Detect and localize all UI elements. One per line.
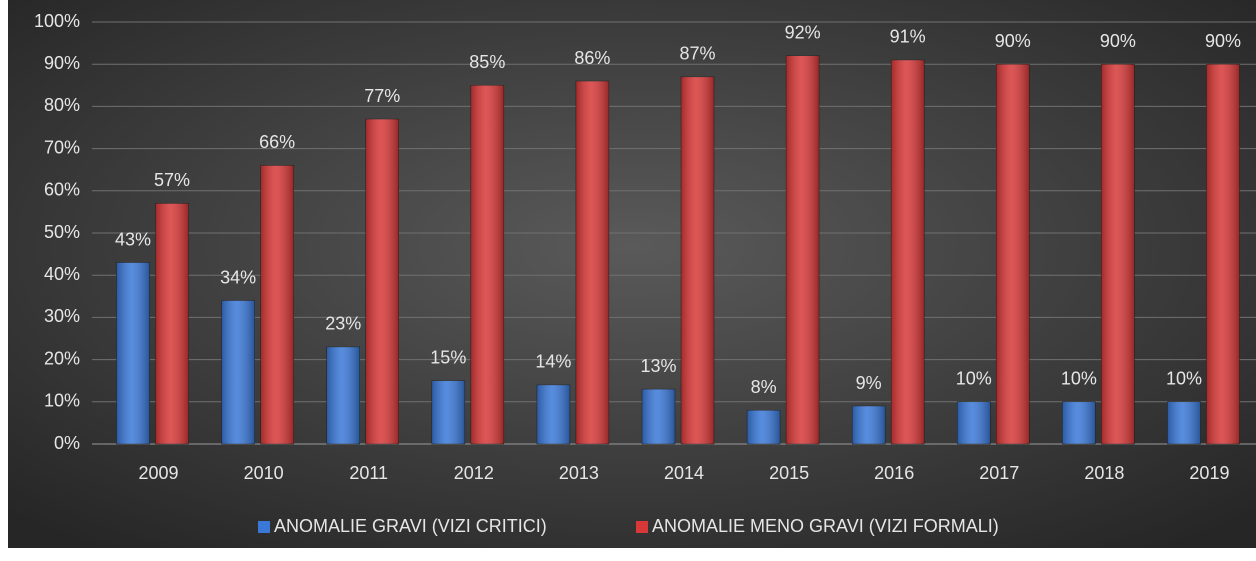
y-tick-label: 0%	[54, 433, 80, 453]
data-label: 57%	[154, 170, 190, 190]
bar	[785, 55, 820, 445]
data-label: 10%	[1061, 369, 1097, 389]
bar	[1062, 401, 1096, 445]
data-label: 86%	[574, 48, 610, 68]
x-tick-label: 2017	[979, 463, 1019, 483]
x-tick-label: 2010	[244, 463, 284, 483]
legend-label: ANOMALIE MENO GRAVI (VIZI FORMALI)	[652, 516, 999, 536]
y-tick-label: 30%	[44, 306, 80, 326]
x-tick-label: 2016	[874, 463, 914, 483]
bar	[431, 380, 466, 445]
bar	[326, 346, 360, 445]
bar	[470, 85, 505, 445]
data-label: 90%	[1205, 31, 1241, 51]
bar	[575, 80, 610, 445]
data-label: 87%	[679, 44, 715, 64]
data-label: 23%	[325, 314, 361, 334]
data-label: 91%	[890, 27, 926, 47]
y-tick-label: 20%	[44, 348, 80, 368]
data-label: 85%	[469, 52, 505, 72]
bar	[890, 59, 925, 445]
data-label: 92%	[785, 23, 821, 43]
x-tick-label: 2012	[454, 463, 494, 483]
bar	[221, 300, 255, 445]
data-label: 8%	[751, 377, 777, 397]
data-label: 77%	[364, 86, 400, 106]
data-label: 10%	[956, 369, 992, 389]
y-tick-label: 90%	[44, 53, 80, 73]
bar	[1206, 63, 1240, 445]
bar	[680, 76, 715, 445]
y-tick-label: 60%	[44, 180, 80, 200]
x-tick-label: 2018	[1084, 463, 1124, 483]
x-tick-label: 2011	[349, 463, 388, 483]
x-tick-label: 2014	[664, 463, 704, 483]
bar	[536, 384, 571, 445]
y-tick-label: 50%	[44, 222, 80, 242]
data-label: 13%	[640, 356, 676, 376]
bar	[641, 388, 676, 445]
data-label: 9%	[856, 373, 882, 393]
bar	[746, 409, 781, 445]
x-tick-label: 2013	[559, 463, 599, 483]
data-label: 66%	[259, 132, 295, 152]
bar	[851, 405, 886, 445]
data-label: 90%	[995, 31, 1031, 51]
bar	[1167, 401, 1201, 445]
y-tick-label: 40%	[44, 264, 80, 284]
bar	[1101, 63, 1135, 445]
bar	[365, 118, 399, 445]
data-label: 10%	[1166, 369, 1202, 389]
y-tick-label: 100%	[34, 11, 80, 31]
x-tick-label: 2015	[769, 463, 809, 483]
legend-label: ANOMALIE GRAVI (VIZI CRITICI)	[274, 516, 547, 536]
legend-swatch	[258, 521, 270, 533]
data-label: 15%	[430, 347, 466, 367]
data-label: 90%	[1100, 31, 1136, 51]
x-tick-label: 2019	[1189, 463, 1229, 483]
y-tick-label: 80%	[44, 95, 80, 115]
data-label: 34%	[220, 267, 256, 287]
bar	[957, 401, 991, 445]
background	[8, 0, 1256, 548]
y-tick-label: 10%	[44, 391, 80, 411]
legend-swatch	[636, 521, 648, 533]
bar	[155, 203, 189, 445]
bar	[996, 63, 1030, 445]
data-label: 14%	[535, 352, 571, 372]
x-tick-label: 2009	[139, 463, 179, 483]
bar	[260, 165, 294, 445]
y-tick-label: 70%	[44, 137, 80, 157]
data-label: 43%	[115, 229, 151, 249]
bar	[116, 262, 150, 445]
